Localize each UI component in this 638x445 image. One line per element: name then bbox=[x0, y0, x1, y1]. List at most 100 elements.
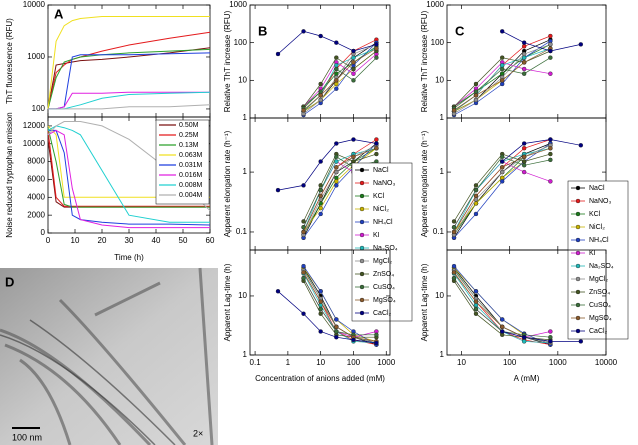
data-point bbox=[334, 55, 339, 60]
legend-box bbox=[155, 119, 210, 205]
data-point bbox=[500, 169, 505, 175]
data-point bbox=[451, 275, 457, 281]
data-point bbox=[521, 335, 527, 340]
y-axis-label: Apparent elongation rate (h⁻¹) bbox=[420, 130, 429, 237]
data-point bbox=[521, 159, 527, 164]
data-point bbox=[318, 211, 323, 217]
legend-label: CaCl₂ bbox=[373, 310, 392, 317]
data-point bbox=[374, 332, 379, 337]
y-tick-label: 2000 bbox=[27, 210, 45, 219]
data-point bbox=[318, 33, 323, 39]
legend-label: Na₂SO₄ bbox=[373, 245, 398, 252]
data-point bbox=[351, 66, 356, 72]
plot-frame bbox=[446, 249, 607, 356]
data-point bbox=[521, 141, 527, 146]
series-line bbox=[47, 125, 210, 223]
series-line bbox=[501, 139, 581, 162]
y-tick-label: 1000 bbox=[229, 0, 247, 9]
data-point bbox=[334, 154, 339, 159]
series-line bbox=[47, 31, 211, 110]
data-point bbox=[351, 154, 356, 159]
data-point bbox=[578, 339, 584, 344]
y-tick-label: 1 bbox=[440, 350, 445, 359]
x-tick-label: 60 bbox=[206, 236, 215, 245]
data-point bbox=[548, 33, 553, 39]
series-line bbox=[47, 127, 210, 208]
data-point bbox=[500, 71, 505, 76]
series-line bbox=[277, 291, 377, 344]
y-axis-label: ThT fluorescence (RFU) bbox=[5, 18, 14, 104]
series-line bbox=[47, 16, 210, 109]
legend-marker bbox=[575, 263, 581, 269]
series-line bbox=[502, 331, 581, 342]
panel-label: C bbox=[455, 23, 465, 38]
data-point bbox=[301, 270, 306, 275]
x-tick-label: 100 bbox=[503, 358, 517, 367]
data-point bbox=[318, 159, 323, 164]
data-point bbox=[334, 165, 339, 170]
y-tick-label: 0 bbox=[41, 228, 46, 237]
data-point bbox=[301, 275, 306, 281]
y-tick-label: 1 bbox=[440, 167, 445, 176]
data-point bbox=[374, 141, 379, 146]
data-point bbox=[578, 42, 584, 47]
legend-marker bbox=[575, 224, 581, 230]
data-point bbox=[318, 311, 323, 316]
x-tick-label: 10 bbox=[457, 358, 466, 367]
x-tick-label: 30 bbox=[125, 236, 134, 245]
data-point bbox=[451, 229, 457, 235]
series-line bbox=[303, 48, 377, 111]
data-point bbox=[521, 146, 527, 151]
legend-marker bbox=[359, 310, 365, 316]
legend-label: 0.50M bbox=[179, 122, 199, 129]
data-point bbox=[334, 66, 339, 72]
legend-label: 0.031M bbox=[179, 162, 203, 169]
data-point bbox=[500, 78, 505, 83]
legend-marker bbox=[575, 276, 581, 282]
data-point bbox=[473, 93, 479, 98]
legend-marker bbox=[575, 198, 581, 204]
legend-label: 0.13M bbox=[179, 142, 199, 149]
legend-marker bbox=[575, 328, 581, 334]
data-point bbox=[548, 146, 553, 151]
plot-frame bbox=[47, 4, 211, 118]
legend-marker bbox=[359, 271, 365, 277]
series-line bbox=[47, 130, 210, 207]
data-point bbox=[521, 44, 527, 49]
data-point bbox=[318, 81, 323, 87]
legend-label: NaNO₃ bbox=[589, 198, 611, 205]
data-point bbox=[351, 78, 356, 83]
data-point bbox=[500, 329, 505, 334]
data-point bbox=[500, 63, 505, 68]
data-point bbox=[275, 187, 281, 193]
y-tick-label: 1000 bbox=[426, 0, 444, 9]
legend-label: CuSO₄ bbox=[589, 302, 611, 309]
data-point bbox=[473, 89, 479, 94]
y-axis-label: Relative ThT increase (RFU) bbox=[420, 10, 429, 112]
legend-marker bbox=[359, 284, 365, 290]
y-tick-label: 10000 bbox=[23, 139, 46, 148]
legend-label: NH₄Cl bbox=[373, 219, 393, 226]
data-point bbox=[334, 141, 339, 146]
legend-marker bbox=[575, 315, 581, 321]
legend-label: 0.016M bbox=[179, 172, 203, 179]
fibril bbox=[0, 319, 176, 445]
y-tick-label: 8000 bbox=[27, 157, 45, 166]
y-tick-label: 100 bbox=[234, 38, 248, 47]
data-point bbox=[548, 339, 553, 344]
y-tick-label: 100 bbox=[431, 38, 445, 47]
data-point bbox=[548, 157, 553, 163]
data-point bbox=[451, 225, 457, 230]
data-point bbox=[334, 329, 339, 334]
data-point bbox=[351, 337, 356, 343]
legend-label: MgCl₂ bbox=[589, 276, 608, 283]
data-point bbox=[301, 29, 306, 34]
data-point bbox=[275, 51, 281, 57]
data-point bbox=[374, 137, 379, 142]
legend-label: CaCl₂ bbox=[589, 328, 608, 335]
series-line bbox=[303, 48, 377, 112]
data-point bbox=[548, 179, 553, 184]
data-point bbox=[521, 163, 527, 168]
data-point bbox=[500, 159, 505, 164]
legend-label: MgSO₄ bbox=[589, 315, 612, 322]
